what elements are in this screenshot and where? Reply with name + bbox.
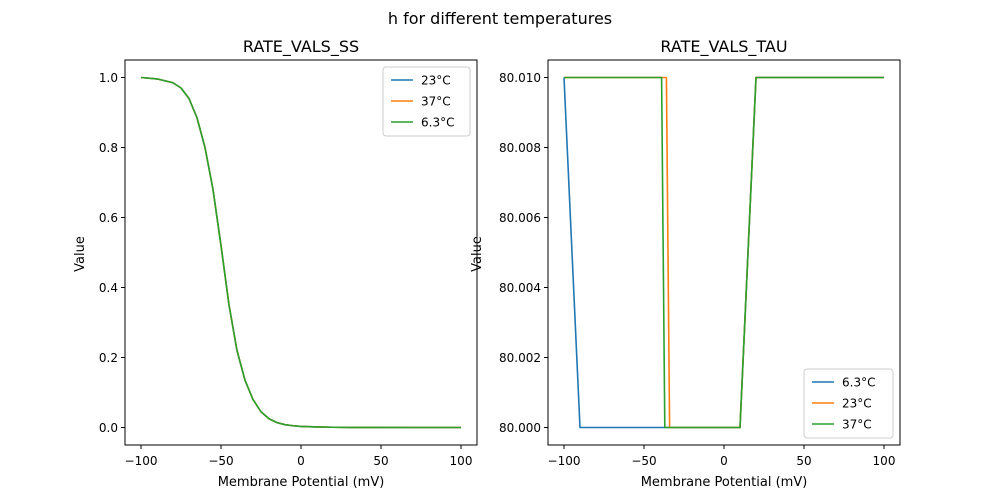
chart-tau-ylabel: Value [470,236,485,272]
chart-ss-ytick-label-0: 0.0 [99,421,118,435]
chart-tau-legend: 6.3°C 23°C 37°C [803,368,894,439]
chart-tau-ytick-label-3: 80.006 [499,211,541,225]
chart-ss-title: RATE_VALS_SS [243,37,359,57]
chart-tau-series-2 [564,76,884,429]
chart-ss-ylabel: Value [73,236,88,272]
chart-ss-xtick-label-1: −50 [208,454,233,468]
chart-ss: RATE_VALS_SS Membrane Potential (mV) Val… [73,37,478,490]
chart-tau-xtick-label-3: 50 [796,454,811,468]
chart-tau-xtick-label-2: 0 [720,454,728,468]
chart-tau-ytick-label-4: 80.008 [499,141,541,155]
chart-ss-ytick-label-3: 0.6 [99,211,118,225]
chart-ss-xtick-label-3: 50 [373,454,388,468]
chart-tau-title: RATE_VALS_TAU [660,37,787,57]
chart-ss-legend-label-1: 37°C [421,95,451,109]
chart-ss-ytick-label-4: 0.8 [99,141,118,155]
chart-tau-ytick-label-0: 80.000 [499,421,541,435]
chart-tau-xtick-label-0: −100 [548,454,581,468]
chart-tau-ytick-label-1: 80.002 [499,351,541,365]
chart-tau-ytick-label-2: 80.004 [499,281,541,295]
chart-ss-legend-box [382,66,471,137]
chart-ss-xtick-label-0: −100 [125,454,158,468]
chart-tau-xlabel: Membrane Potential (mV) [641,475,808,490]
chart-ss-legend: 23°C 37°C 6.3°C [382,66,471,137]
chart-ss-ytick-label-1: 0.2 [99,351,118,365]
chart-ss-series-2 [140,76,461,429]
chart-tau-legend-label-1: 23°C [842,397,872,411]
figure-suptitle: h for different temperatures [388,9,612,28]
chart-ss-legend-label-2: 6.3°C [421,116,454,130]
chart-tau: RATE_VALS_TAU Membrane Potential (mV) Va… [470,37,901,490]
chart-ss-xtick-label-2: 0 [297,454,305,468]
chart-tau-xtick-label-1: −50 [631,454,656,468]
chart-tau-plot: −100 −50 0 50 100 80.000 80.002 80.004 80.006 80.… [499,59,901,468]
chart-tau-legend-box [803,368,894,439]
chart-ss-xlabel: Membrane Potential (mV) [218,475,385,490]
chart-ss-ytick-label-5: 1.0 [99,71,118,85]
chart-ss-xtick-label-4: 100 [450,454,473,468]
chart-tau-ytick-label-5: 80.010 [499,71,541,85]
chart-tau-xtick-label-4: 100 [873,454,896,468]
chart-tau-legend-label-2: 37°C [842,418,872,432]
chart-ss-legend-label-0: 23°C [421,74,451,88]
chart-ss-ytick-label-2: 0.4 [99,281,118,295]
chart-tau-legend-label-0: 6.3°C [842,376,875,390]
chart-ss-plot: −100 −50 0 50 100 0.0 0.2 0.4 0.6 0.8 1.0 23°C 37°C 6… [99,59,478,468]
